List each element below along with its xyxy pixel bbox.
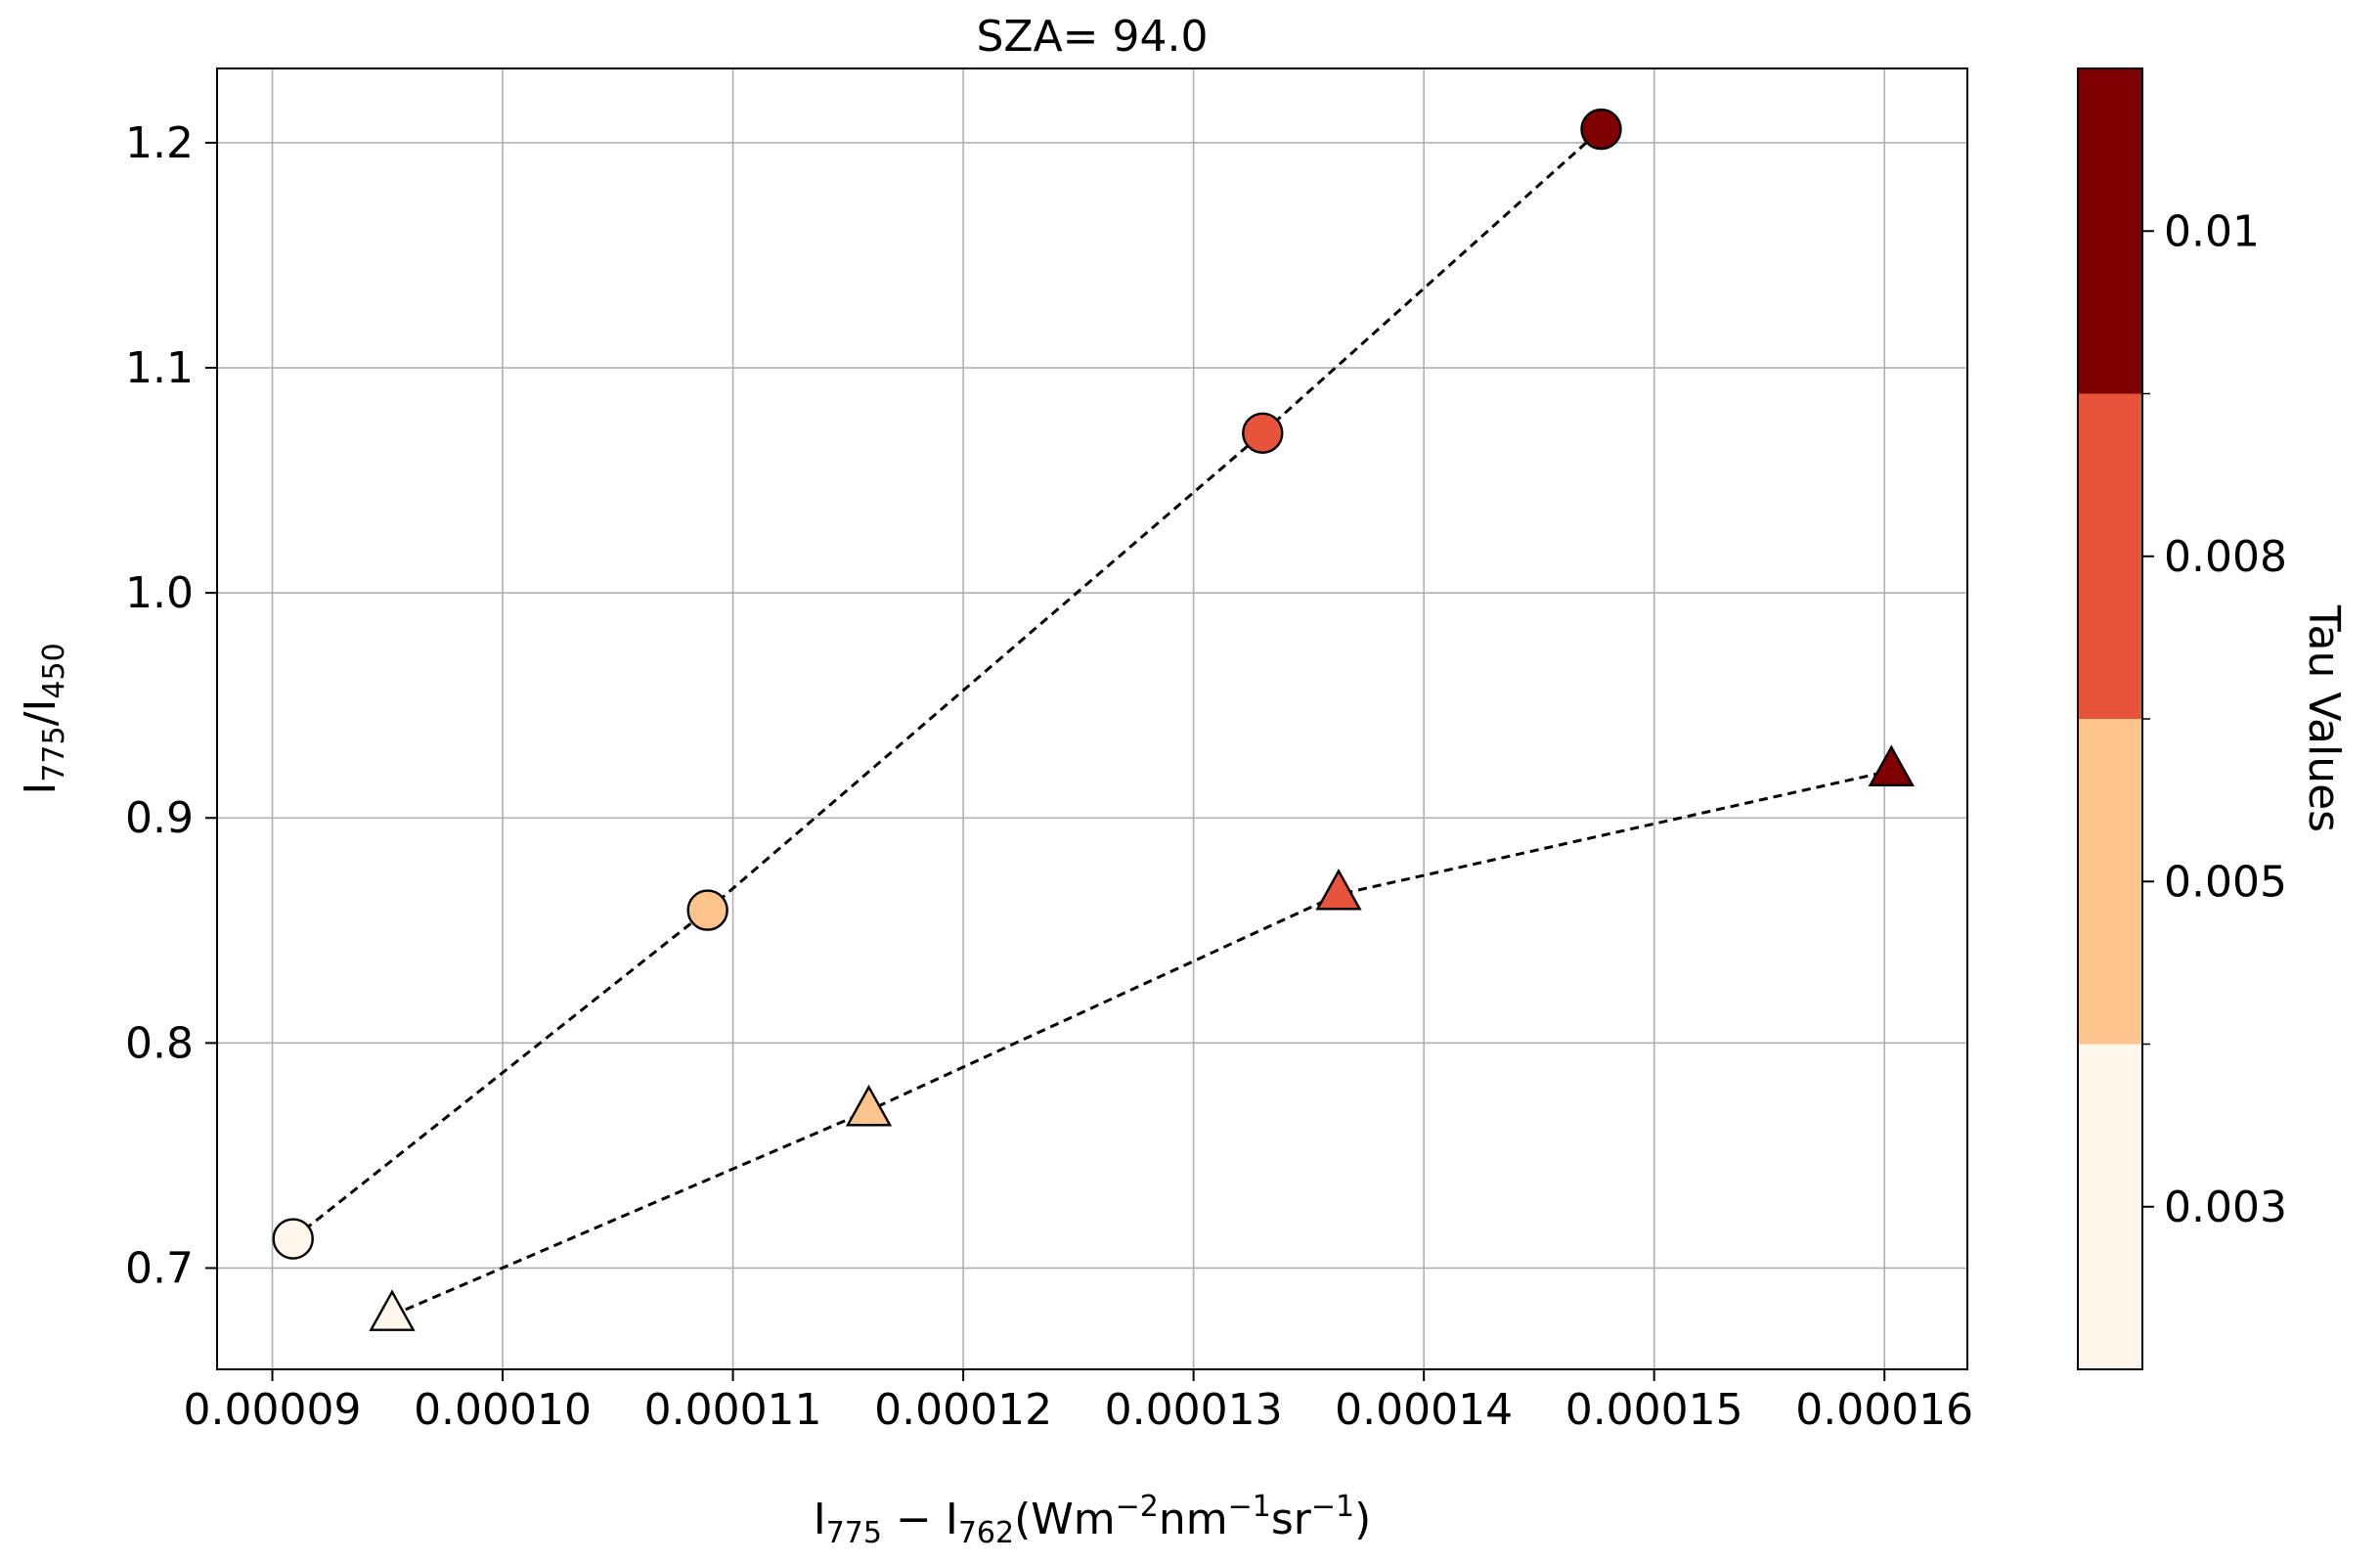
colorbar-segment xyxy=(2078,719,2142,1045)
x-tick-label: 0.00015 xyxy=(1565,1385,1743,1435)
circle-marker xyxy=(272,1218,314,1260)
triangle-marker xyxy=(845,1084,893,1127)
y-axis-label: I775/I450 xyxy=(16,643,71,794)
triangle-marker xyxy=(369,1289,416,1331)
x-tick-label: 0.00011 xyxy=(644,1385,822,1435)
x-tick-label: 0.00016 xyxy=(1795,1385,1973,1435)
colorbar xyxy=(2078,68,2142,1369)
data-markers xyxy=(272,108,1915,1331)
x-axis-label: I775 − I762(Wm−2nm−1sr−1) xyxy=(814,1490,1372,1550)
triangle-marker xyxy=(1315,869,1362,911)
colorbar-tick-label: 0.008 xyxy=(2164,532,2287,582)
x-tick-label: 0.00013 xyxy=(1105,1385,1283,1435)
y-tick-label: 0.9 xyxy=(125,793,194,843)
colorbar-label: Tau Values xyxy=(2299,604,2349,832)
circle-marker xyxy=(1242,412,1284,454)
colorbar-segment xyxy=(2078,68,2142,394)
colorbar-ticks: 0.003 0.005 0.008 0.01 xyxy=(2142,206,2287,1232)
x-tick-label: 0.00012 xyxy=(874,1385,1052,1435)
chart-title: SZA= 94.0 xyxy=(977,12,1209,62)
series-line xyxy=(291,128,1603,1240)
plot-frame xyxy=(216,67,1968,1370)
x-axis-ticks: 0.00009 0.00010 0.00011 0.00012 0.00013 0.000… xyxy=(184,1369,1973,1435)
y-tick-label: 0.8 xyxy=(125,1018,194,1068)
y-tick-label: 1.1 xyxy=(125,343,194,393)
circle-marker xyxy=(686,889,728,931)
grid-lines xyxy=(217,68,1967,1369)
y-tick-label: 0.7 xyxy=(125,1243,194,1293)
colorbar-tick-label: 0.01 xyxy=(2164,206,2260,256)
x-tick-label: 0.00009 xyxy=(184,1385,362,1435)
y-tick-label: 1.2 xyxy=(125,118,194,168)
x-tick-label: 0.00014 xyxy=(1335,1385,1513,1435)
x-tick-label: 0.00010 xyxy=(414,1385,592,1435)
colorbar-segment xyxy=(2078,393,2142,719)
series-lines xyxy=(291,128,1892,1317)
colorbar-tick-label: 0.003 xyxy=(2164,1183,2287,1232)
y-axis-ticks: 0.7 0.8 0.9 1.0 1.1 1.2 xyxy=(125,118,217,1293)
colorbar-tick-label: 0.005 xyxy=(2164,857,2287,907)
y-tick-label: 1.0 xyxy=(125,568,194,618)
circle-marker xyxy=(1580,108,1622,151)
colorbar-segment xyxy=(2078,1044,2142,1369)
triangle-marker xyxy=(1868,744,1915,787)
series-line xyxy=(391,769,1892,1317)
